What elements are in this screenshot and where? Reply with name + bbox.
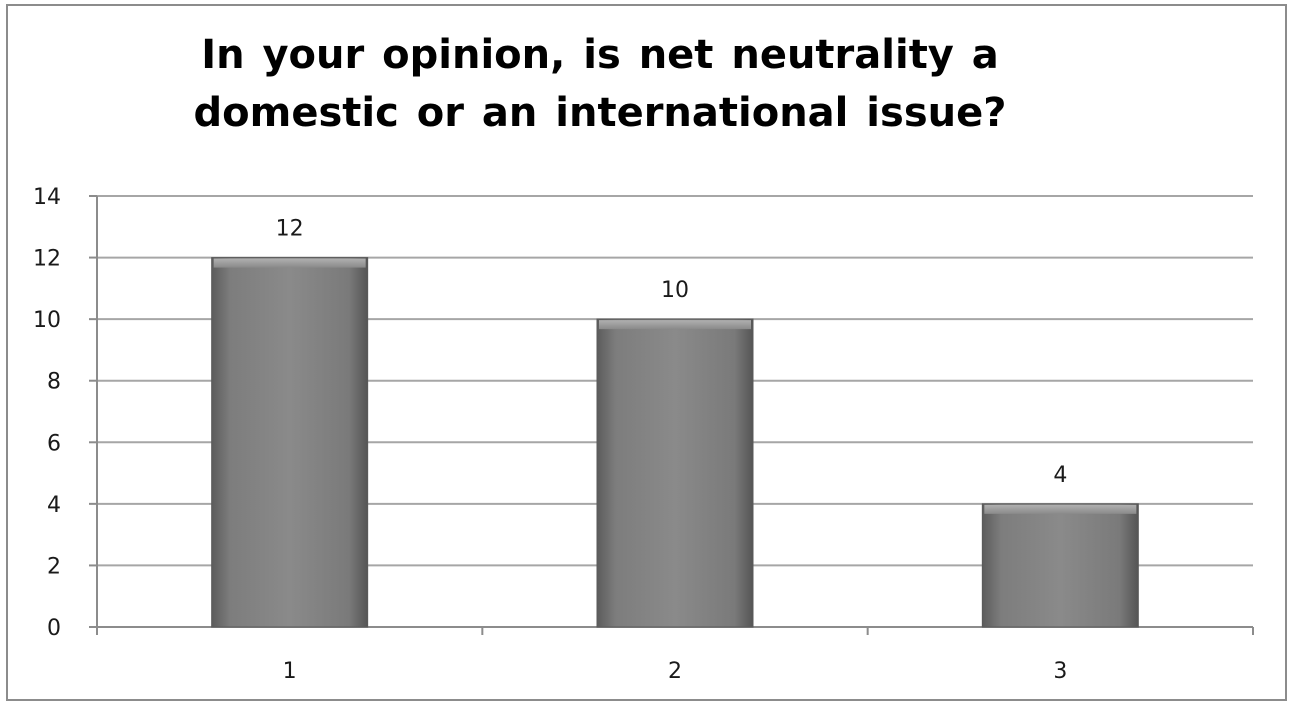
bar-bevel	[599, 320, 751, 330]
y-tick-label: 4	[47, 493, 61, 518]
data-label: 4	[1053, 463, 1067, 488]
y-tick-label: 8	[47, 370, 61, 395]
x-tick-label: 3	[1053, 659, 1067, 684]
bar-bevel	[213, 258, 366, 268]
bars	[211, 257, 1139, 628]
bar-1	[211, 257, 369, 628]
y-tick-label: 6	[47, 431, 61, 456]
y-tick-label: 2	[47, 554, 61, 579]
bar-body	[596, 318, 754, 628]
chart-title-line-2: domestic or an international issue?	[193, 90, 1007, 136]
bar-body	[211, 257, 369, 628]
x-tick-label: 2	[668, 659, 682, 684]
labels: 0 2 4 6 8 10 12 14 12 1 10 2 4 3	[33, 185, 1067, 684]
bar-2	[596, 318, 754, 628]
y-tick-label: 10	[33, 308, 61, 333]
chart-title-line-1: In your opinion, is net neutrality a	[201, 32, 999, 78]
y-tick-label: 12	[33, 247, 61, 272]
bar-body	[981, 503, 1139, 628]
y-tick-label: 14	[33, 185, 61, 210]
chart-title: In your opinion, is net neutrality a dom…	[0, 26, 1200, 142]
bar-3	[981, 503, 1139, 628]
bar-bevel	[984, 504, 1137, 514]
x-tick-label: 1	[283, 659, 297, 684]
data-label: 10	[661, 278, 689, 303]
data-label: 12	[276, 217, 304, 242]
y-tick-label: 0	[47, 616, 61, 641]
